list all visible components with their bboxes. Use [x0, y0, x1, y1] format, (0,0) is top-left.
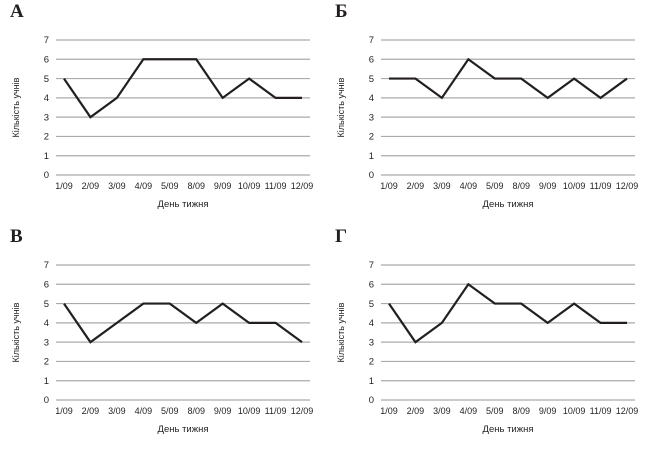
- svg-text:4: 4: [44, 93, 49, 104]
- svg-text:1/09: 1/09: [380, 406, 398, 416]
- panel-letter-v: В: [10, 226, 23, 247]
- svg-text:0: 0: [369, 395, 374, 406]
- svg-text:Кількість учнів: Кількість учнів: [11, 77, 21, 137]
- svg-text:5: 5: [44, 299, 49, 310]
- chart-panel-g: Г 0 1 2 3 4 5 6 7 1/09 2/09 3/09 4/09 5/09 8/09 9/09 10…: [325, 225, 650, 449]
- svg-text:4/09: 4/09: [135, 181, 153, 191]
- svg-text:0: 0: [44, 395, 49, 406]
- svg-text:9/09: 9/09: [539, 406, 557, 416]
- svg-text:3: 3: [44, 112, 49, 123]
- svg-text:6: 6: [369, 279, 374, 290]
- svg-text:11/09: 11/09: [265, 406, 287, 416]
- svg-text:11/09: 11/09: [265, 181, 287, 191]
- svg-text:Кількість учнів: Кількість учнів: [11, 302, 21, 362]
- svg-text:5/09: 5/09: [161, 406, 179, 416]
- svg-text:2/09: 2/09: [82, 181, 100, 191]
- svg-text:10/09: 10/09: [238, 181, 261, 191]
- svg-text:10/09: 10/09: [563, 406, 586, 416]
- svg-text:5: 5: [44, 74, 49, 85]
- svg-text:4: 4: [369, 318, 374, 329]
- svg-text:3: 3: [369, 112, 374, 123]
- chart-panel-v: В 0 1 2 3 4 5 6 7 1/09 2/09 3/09 4/09 5/09 8/09 9/09 10…: [0, 225, 325, 449]
- svg-text:3/09: 3/09: [433, 406, 451, 416]
- svg-text:6: 6: [44, 54, 49, 65]
- svg-text:5: 5: [369, 299, 374, 310]
- svg-text:7: 7: [44, 260, 49, 271]
- svg-text:0: 0: [369, 170, 374, 181]
- line-chart-b: 0 1 2 3 4 5 6 7 1/09 2/09 3/09 4/09 5/09 8/09 9/09 10/0…: [336, 35, 639, 210]
- svg-text:День тижня: День тижня: [158, 199, 209, 210]
- svg-text:2: 2: [44, 132, 49, 143]
- svg-text:2: 2: [44, 357, 49, 368]
- svg-text:8/09: 8/09: [187, 406, 205, 416]
- panel-letter-a: А: [10, 1, 24, 22]
- svg-text:1/09: 1/09: [55, 181, 73, 191]
- svg-text:1/09: 1/09: [380, 181, 398, 191]
- svg-text:3/09: 3/09: [433, 181, 451, 191]
- svg-text:Кількість учнів: Кількість учнів: [336, 302, 346, 362]
- svg-text:2: 2: [369, 132, 374, 143]
- svg-text:2/09: 2/09: [407, 406, 425, 416]
- svg-text:4/09: 4/09: [460, 181, 478, 191]
- svg-text:1: 1: [44, 376, 49, 387]
- svg-text:3/09: 3/09: [108, 181, 126, 191]
- svg-text:12/09: 12/09: [291, 181, 314, 191]
- svg-text:2/09: 2/09: [407, 181, 425, 191]
- svg-text:День тижня: День тижня: [483, 424, 534, 435]
- svg-text:1: 1: [369, 376, 374, 387]
- svg-text:1: 1: [369, 151, 374, 162]
- svg-text:12/09: 12/09: [291, 406, 314, 416]
- svg-text:9/09: 9/09: [214, 181, 232, 191]
- svg-text:7: 7: [369, 35, 374, 46]
- svg-text:11/09: 11/09: [590, 181, 612, 191]
- svg-text:12/09: 12/09: [616, 406, 639, 416]
- svg-text:6: 6: [44, 279, 49, 290]
- svg-text:3/09: 3/09: [108, 406, 126, 416]
- svg-text:9/09: 9/09: [214, 406, 232, 416]
- line-chart-v: 0 1 2 3 4 5 6 7 1/09 2/09 3/09 4/09 5/09 8/09 9/09 10/0…: [11, 260, 314, 435]
- svg-text:7: 7: [369, 260, 374, 271]
- chart-panel-b: Б 0 1 2 3 4 5 6 7 1/09 2/09 3/09 4/09 5/09 8/09 9/09 10…: [325, 0, 650, 225]
- svg-text:11/09: 11/09: [590, 406, 612, 416]
- svg-text:8/09: 8/09: [187, 181, 205, 191]
- svg-text:7: 7: [44, 35, 49, 46]
- svg-text:4: 4: [44, 318, 49, 329]
- svg-text:День тижня: День тижня: [483, 199, 534, 210]
- svg-text:1: 1: [44, 151, 49, 162]
- svg-text:День тижня: День тижня: [158, 424, 209, 435]
- svg-text:6: 6: [369, 54, 374, 65]
- chart-panel-a: А 0 1 2 3 4 5 6 7 1/09 2/09 3/09 4/09 5/09 8/09 9/09 10…: [0, 0, 325, 225]
- svg-text:12/09: 12/09: [616, 181, 639, 191]
- svg-text:8/09: 8/09: [512, 406, 530, 416]
- svg-text:10/09: 10/09: [563, 181, 586, 191]
- svg-text:1/09: 1/09: [55, 406, 73, 416]
- svg-text:2: 2: [369, 357, 374, 368]
- svg-text:5/09: 5/09: [486, 181, 504, 191]
- svg-text:3: 3: [369, 337, 374, 348]
- svg-text:Кількість учнів: Кількість учнів: [336, 77, 346, 137]
- svg-text:4/09: 4/09: [460, 406, 478, 416]
- svg-text:2/09: 2/09: [82, 406, 100, 416]
- svg-text:8/09: 8/09: [512, 181, 530, 191]
- panel-letter-b: Б: [335, 1, 348, 22]
- line-chart-g: 0 1 2 3 4 5 6 7 1/09 2/09 3/09 4/09 5/09 8/09 9/09 10/0…: [336, 260, 639, 435]
- svg-text:5/09: 5/09: [161, 181, 179, 191]
- svg-text:4: 4: [369, 93, 374, 104]
- svg-text:0: 0: [44, 170, 49, 181]
- svg-text:10/09: 10/09: [238, 406, 261, 416]
- panel-letter-g: Г: [335, 226, 348, 247]
- svg-text:5/09: 5/09: [486, 406, 504, 416]
- line-chart-a: 0 1 2 3 4 5 6 7 1/09 2/09 3/09 4/09 5/09 8/09 9/09 10/0…: [11, 35, 314, 210]
- svg-text:5: 5: [369, 74, 374, 85]
- svg-text:9/09: 9/09: [539, 181, 557, 191]
- svg-text:3: 3: [44, 337, 49, 348]
- svg-text:4/09: 4/09: [135, 406, 153, 416]
